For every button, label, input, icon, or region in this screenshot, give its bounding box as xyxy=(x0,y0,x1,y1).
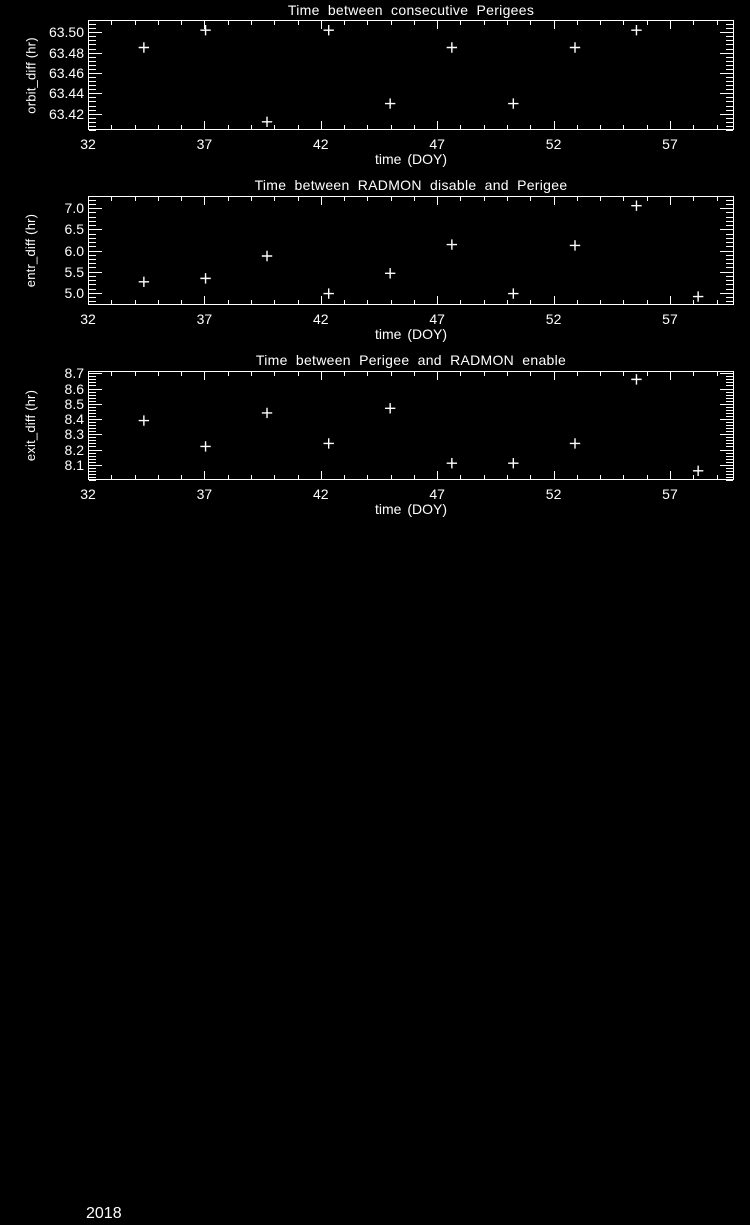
x-axis-label: time (DOY) xyxy=(375,151,447,167)
data-point-marker xyxy=(631,200,642,211)
x-tick-labels: 32 37 42 47 52 57 xyxy=(0,175,750,345)
data-point-marker xyxy=(323,438,334,449)
data-point-marker xyxy=(631,24,642,36)
y-tick-labels: 5.0 5.5 6.0 6.5 7.0 xyxy=(0,175,750,345)
data-point-marker xyxy=(692,291,704,302)
data-point-marker xyxy=(508,288,519,299)
plot-consecutive-perigees: Time between consecutive Perigees orbit_… xyxy=(0,0,750,170)
data-point-marker xyxy=(446,458,458,469)
x-tick-label: 47 xyxy=(429,136,445,152)
plot-frame xyxy=(88,196,734,305)
x-tick-label: 52 xyxy=(545,311,562,327)
data-point-marker xyxy=(384,403,396,414)
y-tick-label: 6.0 xyxy=(64,242,84,259)
data-point-marker xyxy=(631,374,642,385)
x-tick-label: 37 xyxy=(196,136,213,152)
x-tick-label: 32 xyxy=(80,311,96,327)
y-tick-label: 7.0 xyxy=(64,200,84,217)
x-tick-labels: 32 37 42 47 52 57 xyxy=(0,0,750,170)
plot-radmon-disable-to-perigee: Time between RADMON disable and Perigee … xyxy=(0,175,750,345)
y-tick-labels: 63.42 63.44 63.46 63.48 63.50 xyxy=(0,0,750,170)
x-tick-label: 47 xyxy=(429,311,445,327)
x-tick-label: 32 xyxy=(80,136,96,152)
y-tick-label: 8.5 xyxy=(64,395,84,412)
data-point-marker xyxy=(323,288,334,299)
data-point-marker xyxy=(569,438,581,449)
chart-title: Time between Perigee and RADMON enable xyxy=(255,352,567,368)
data-point-marker xyxy=(200,24,211,36)
y-tick-label: 63.42 xyxy=(48,105,84,122)
y-tick-label: 5.5 xyxy=(64,263,84,280)
y-tick-label: 8.6 xyxy=(64,380,84,397)
y-tick-label: 8.2 xyxy=(64,441,84,458)
data-point-marker xyxy=(200,441,211,452)
y-tick-label: 5.0 xyxy=(64,284,84,301)
x-axis-label: time (DOY) xyxy=(375,326,447,342)
x-tick-label: 42 xyxy=(312,311,329,327)
chart-title: Time between RADMON disable and Perigee xyxy=(254,177,568,193)
y-tick-label: 8.7 xyxy=(64,365,84,382)
data-point-marker xyxy=(138,415,150,426)
data-point-marker xyxy=(569,240,581,251)
x-tick-label: 42 xyxy=(312,136,329,152)
data-point-marker xyxy=(508,458,519,469)
x-tick-labels: 32 37 42 47 52 57 xyxy=(0,350,750,520)
y-tick-label: 6.5 xyxy=(64,221,84,238)
x-tick-label: 52 xyxy=(545,136,562,152)
plot-perigee-to-radmon-enable: Time between Perigee and RADMON enable e… xyxy=(0,350,750,520)
plot-frame xyxy=(88,371,734,480)
data-point-marker xyxy=(138,42,150,53)
data-point-marker xyxy=(261,116,273,128)
x-tick-label: 57 xyxy=(662,136,678,152)
x-tick-label: 32 xyxy=(80,486,96,502)
data-point-marker xyxy=(446,42,458,53)
x-axis-label: time (DOY) xyxy=(375,501,447,517)
x-tick-label: 52 xyxy=(545,486,562,502)
data-point-marker xyxy=(446,239,458,250)
x-tick-label: 37 xyxy=(196,486,213,502)
y-tick-labels: 8.1 8.2 8.3 8.4 8.5 8.6 8.7 xyxy=(0,350,750,520)
plot-area-radmon-enable xyxy=(88,371,734,481)
data-point-marker xyxy=(692,465,704,477)
data-point-marker xyxy=(200,273,211,284)
y-tick-label: 8.1 xyxy=(64,456,84,473)
y-tick-label: 63.46 xyxy=(48,64,84,81)
plot-area-radmon-disable xyxy=(88,196,734,305)
y-tick-label: 63.44 xyxy=(48,85,84,102)
data-point-marker xyxy=(384,98,396,109)
data-point-marker xyxy=(508,98,519,109)
plot-area-consecutive-perigees xyxy=(88,20,734,131)
data-point-marker xyxy=(138,276,150,287)
x-tick-label: 37 xyxy=(196,311,213,327)
data-point-marker xyxy=(384,268,396,279)
y-tick-label: 8.3 xyxy=(64,426,84,443)
x-tick-label: 47 xyxy=(429,486,445,502)
y-tick-label: 63.50 xyxy=(48,24,84,41)
data-point-marker xyxy=(569,42,581,53)
x-tick-label: 42 xyxy=(312,486,329,502)
data-point-marker xyxy=(323,24,334,36)
chart-title: Time between consecutive Perigees xyxy=(287,2,535,18)
x-tick-label: 57 xyxy=(662,486,678,502)
data-point-marker xyxy=(261,407,273,419)
y-tick-label: 63.48 xyxy=(48,44,84,61)
x-tick-label: 57 xyxy=(662,311,678,327)
data-point-marker xyxy=(261,250,273,262)
y-tick-label: 8.4 xyxy=(64,411,84,428)
footer-year-label: 2018 xyxy=(86,1205,122,1222)
plot-frame xyxy=(88,20,734,130)
